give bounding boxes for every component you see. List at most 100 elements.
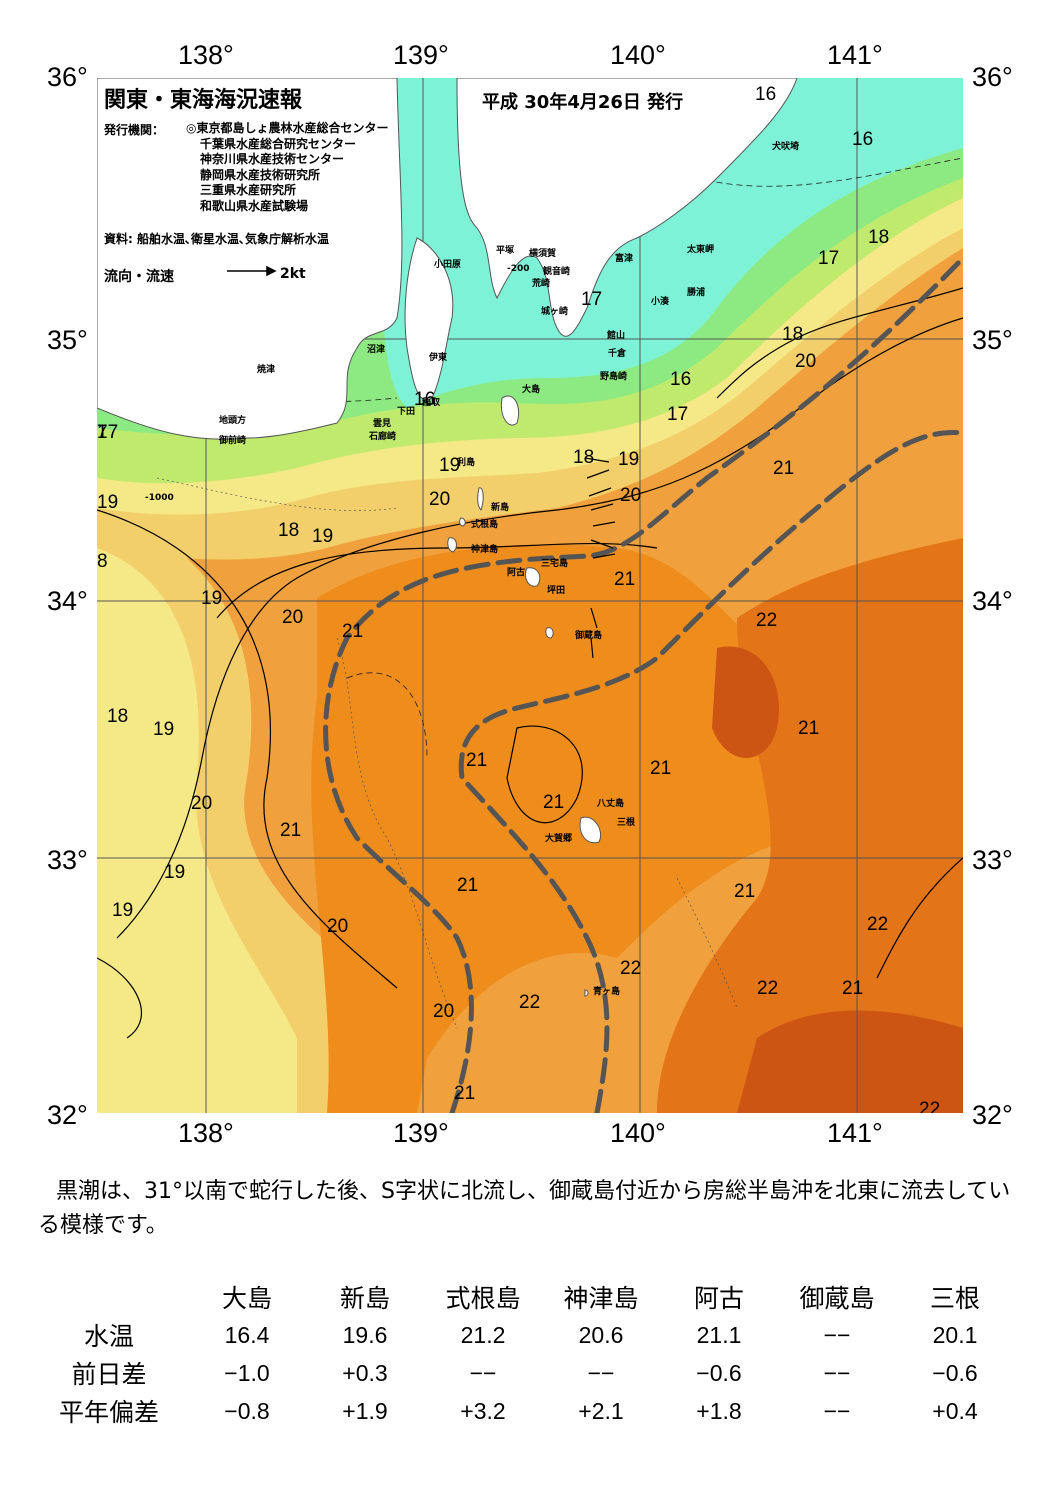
org-item: 静岡県水産技術研究所 bbox=[200, 167, 321, 182]
table-cell: +2.1 bbox=[578, 1397, 624, 1424]
iso-label: 19 bbox=[312, 526, 333, 547]
iso-label: 16 bbox=[414, 389, 435, 410]
column-header: 神津島 bbox=[563, 1284, 639, 1313]
place-omaezaki: 御前崎 bbox=[218, 434, 246, 446]
iso-label: 22 bbox=[519, 992, 540, 1013]
iso-label: 19 bbox=[201, 588, 222, 609]
place-chikura: 千倉 bbox=[608, 347, 627, 359]
table-cell: −− bbox=[469, 1359, 497, 1386]
iso-label: 22 bbox=[620, 958, 641, 979]
place-odawara: 小田原 bbox=[433, 258, 461, 270]
table-cell: −0.6 bbox=[696, 1359, 742, 1386]
column-header: 大島 bbox=[221, 1284, 272, 1313]
zone-22-east bbox=[657, 538, 963, 1113]
lat-label-right-36: 36° bbox=[972, 62, 1013, 92]
table-cell: 19.6 bbox=[342, 1321, 388, 1348]
place-taitomisaki: 太東岬 bbox=[686, 243, 714, 255]
table-cell: −0.8 bbox=[224, 1397, 270, 1424]
place-miyakejima: 三宅島 bbox=[541, 557, 568, 569]
aogashima bbox=[584, 989, 589, 997]
table-row: 水温 16.4 19.6 21.2 20.6 21.1 −− 20.1 bbox=[30, 1316, 1014, 1354]
iso-label: 17 bbox=[581, 289, 602, 310]
lat-label-right-33: 33° bbox=[972, 845, 1013, 875]
table-cell: +0.4 bbox=[932, 1397, 978, 1424]
place-ako: 阿古 bbox=[507, 566, 525, 578]
place-aogashima: 青ヶ島 bbox=[593, 985, 620, 997]
iso-label: 17 bbox=[667, 404, 688, 425]
kuroshio-axis bbox=[323, 255, 963, 1113]
shikinejima bbox=[459, 517, 466, 527]
iso-label: 22 bbox=[919, 1099, 940, 1113]
place-yaizu: 焼津 bbox=[257, 363, 275, 375]
place-kominato: 小湊 bbox=[650, 295, 670, 307]
iso-label-edge-7: 7 bbox=[97, 422, 108, 443]
place-kumomi: 雲見 bbox=[373, 417, 391, 429]
sea-temperature-map: 小田原 平塚 横須賀 観音崎 富津 荒崎 城ヶ崎 沼津 伊東 焼津 稲取 下田 … bbox=[97, 78, 963, 1113]
org-item: 和歌山県水産試験場 bbox=[200, 198, 309, 213]
lat-label-right-32: 32° bbox=[972, 1100, 1013, 1130]
lat-label-left-33: 33° bbox=[47, 845, 88, 875]
place-yokosuka: 横須賀 bbox=[529, 247, 556, 259]
data-source: 資料: 船舶水温､衛星水温､気象庁解析水温 bbox=[104, 232, 329, 246]
place-shikinejima: 式根島 bbox=[471, 518, 498, 530]
iso-label: 16 bbox=[755, 84, 776, 105]
iso-label: 18 bbox=[782, 324, 803, 345]
place-numazu: 沼津 bbox=[367, 343, 385, 355]
table-row: 前日差 −1.0 +0.3 −− −− −0.6 −− −0.6 bbox=[30, 1354, 1014, 1392]
izu-peninsula bbox=[404, 237, 454, 401]
iso-label: 22 bbox=[757, 978, 778, 999]
table-cell: −− bbox=[823, 1359, 851, 1386]
iso-label: 19 bbox=[618, 449, 639, 470]
place-kozushima: 神津島 bbox=[471, 543, 498, 555]
lat-label-left-35: 35° bbox=[47, 325, 88, 355]
miyakejima bbox=[524, 567, 541, 587]
iso-label: 21 bbox=[454, 1083, 475, 1104]
lon-label-top-138: 138° bbox=[178, 40, 234, 70]
place-katsuura: 勝浦 bbox=[687, 286, 705, 298]
land bbox=[97, 78, 798, 997]
page-title: 関東・東海海況速報 bbox=[104, 88, 303, 113]
description-text: 黒潮は、31°以南で蛇行した後、S字状に北流し、御蔵島付近から房総半島沖を北東に… bbox=[38, 1179, 1011, 1238]
place-nojimazaki: 野島崎 bbox=[600, 370, 627, 382]
iso-label: 21 bbox=[734, 881, 755, 902]
org-item: 千葉県水産総合研究センター bbox=[200, 136, 357, 151]
isotherm-labels: 16 16 16 16 17 17 17 17 18 18 18 18 18 1… bbox=[97, 84, 940, 1113]
row-header: 前日差 bbox=[71, 1360, 147, 1389]
iso-label: 17 bbox=[97, 422, 118, 443]
table-header-row: 大島 新島 式根島 神津島 阿古 御蔵島 三根 bbox=[30, 1278, 1014, 1316]
depth-label: -200 bbox=[507, 264, 530, 274]
place-hachijojima: 八丈島 bbox=[596, 797, 624, 809]
place-mitsune: 三根 bbox=[617, 816, 636, 828]
lat-label-left-34: 34° bbox=[47, 586, 88, 616]
org-label: 発行機関： bbox=[104, 123, 165, 137]
table-cell: −1.0 bbox=[224, 1359, 270, 1386]
table-cell: −− bbox=[823, 1321, 851, 1348]
iso-label: 21 bbox=[280, 820, 301, 841]
iso-label: 20 bbox=[620, 485, 641, 506]
depth-label: -1000 bbox=[145, 493, 174, 503]
table-cell: 16.4 bbox=[224, 1321, 270, 1348]
table-cell: +1.8 bbox=[696, 1397, 742, 1424]
iso-label: 20 bbox=[282, 607, 303, 628]
depth-contours bbox=[156, 477, 738, 1029]
oshima bbox=[500, 395, 520, 426]
table-cell: 20.6 bbox=[578, 1321, 624, 1348]
iso-label: 20 bbox=[433, 1001, 454, 1022]
column-header: 新島 bbox=[339, 1284, 390, 1313]
place-tsubota: 坪田 bbox=[547, 584, 565, 596]
place-arasaki: 荒崎 bbox=[531, 277, 550, 289]
lon-label-top-139: 139° bbox=[393, 40, 449, 70]
iso-label: 22 bbox=[867, 914, 888, 935]
place-irozaki: 石廊崎 bbox=[368, 430, 396, 442]
flow-legend-arrow bbox=[227, 265, 277, 277]
zone-21b-center bbox=[311, 544, 797, 1113]
place-inatori: 稲取 bbox=[422, 396, 441, 408]
org-item: 神奈川県水産技術センター bbox=[200, 152, 345, 167]
iso-label: 21 bbox=[614, 569, 635, 590]
table-cell: −0.6 bbox=[932, 1359, 978, 1386]
zone-19-west bbox=[97, 548, 297, 1113]
iso-label: 22 bbox=[756, 610, 777, 631]
niijima bbox=[477, 487, 484, 511]
iso-label: 19 bbox=[153, 719, 174, 740]
place-hiratsuka: 平塚 bbox=[496, 244, 514, 256]
